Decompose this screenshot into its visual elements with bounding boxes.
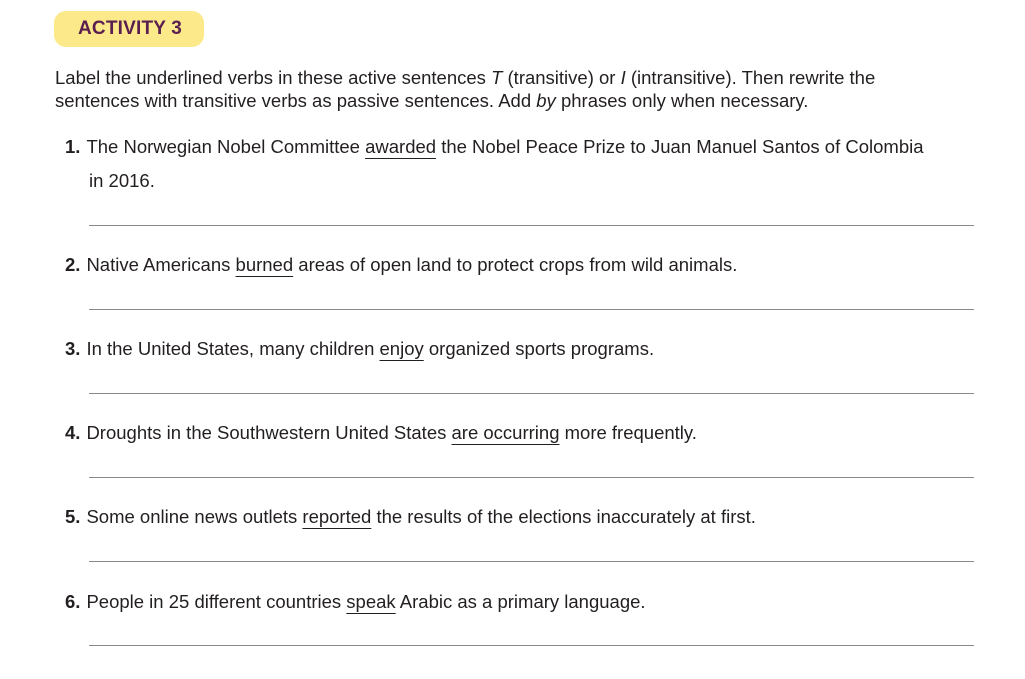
item-text-before: In the United States, many children <box>86 338 380 359</box>
instructions: Label the underlined verbs in these acti… <box>55 66 955 112</box>
underlined-verb: enjoy <box>379 338 424 359</box>
item-number: 1. <box>65 136 81 157</box>
item-text-after: organized sports programs. <box>423 338 655 359</box>
item-text-before: Some online news outlets <box>86 506 303 527</box>
answer-line-6[interactable] <box>89 645 974 646</box>
underlined-verb: reported <box>302 506 372 527</box>
underlined-verb: awarded <box>365 136 437 157</box>
item-text-after: more frequently. <box>559 422 697 443</box>
item-text-before: People in 25 different countries <box>86 591 347 612</box>
instructions-by: by <box>536 90 556 111</box>
answer-line-4[interactable] <box>89 477 974 478</box>
exercise-item-1: 1. The Norwegian Nobel Committee awarded … <box>65 130 975 198</box>
answer-line-2[interactable] <box>89 309 974 310</box>
item-number: 6. <box>65 591 81 612</box>
item-text-before: Droughts in the Southwestern United Stat… <box>86 422 452 443</box>
instructions-i: I <box>620 67 626 88</box>
exercise-item-4: 4. Droughts in the Southwestern United St… <box>65 416 975 450</box>
item-number: 5. <box>65 506 81 527</box>
answer-line-5[interactable] <box>89 561 974 562</box>
exercise-item-6: 6. People in 25 different countries speak… <box>65 585 975 619</box>
item-number: 3. <box>65 338 81 359</box>
answer-line-3[interactable] <box>89 393 974 394</box>
item-text-after: the results of the elections inaccuratel… <box>371 506 756 527</box>
activity-title: ACTIVITY 3 <box>78 18 183 39</box>
item-number: 2. <box>65 254 81 275</box>
item-text-before: Native Americans <box>86 254 236 275</box>
instructions-text-2: (transitive) or <box>502 67 621 88</box>
activity-badge: ACTIVITY 3 <box>54 11 204 47</box>
item-number: 4. <box>65 422 81 443</box>
item-text-continued: in 2016. <box>89 170 155 191</box>
underlined-verb: are occurring <box>451 422 560 443</box>
item-text-after: areas of open land to protect crops from… <box>293 254 738 275</box>
instructions-t: T <box>491 67 503 88</box>
instructions-text-4: phrases only when necessary. <box>555 90 809 111</box>
underlined-verb: speak <box>346 591 396 612</box>
underlined-verb: burned <box>235 254 294 275</box>
instructions-text-1: Label the underlined verbs in these acti… <box>55 67 492 88</box>
instructions-text-3: (intransitive). Then rewrite the sentenc… <box>55 67 876 111</box>
exercise-item-5: 5. Some online news outlets reported the … <box>65 500 975 534</box>
item-text-after: Arabic as a primary language. <box>395 591 646 612</box>
exercise-item-2: 2. Native Americans burned areas of open … <box>65 248 975 282</box>
item-text-before: The Norwegian Nobel Committee <box>86 136 366 157</box>
exercise-item-3: 3. In the United States, many children en… <box>65 332 975 366</box>
answer-line-1[interactable] <box>89 225 974 226</box>
item-text-after: the Nobel Peace Prize to Juan Manuel San… <box>436 136 924 157</box>
